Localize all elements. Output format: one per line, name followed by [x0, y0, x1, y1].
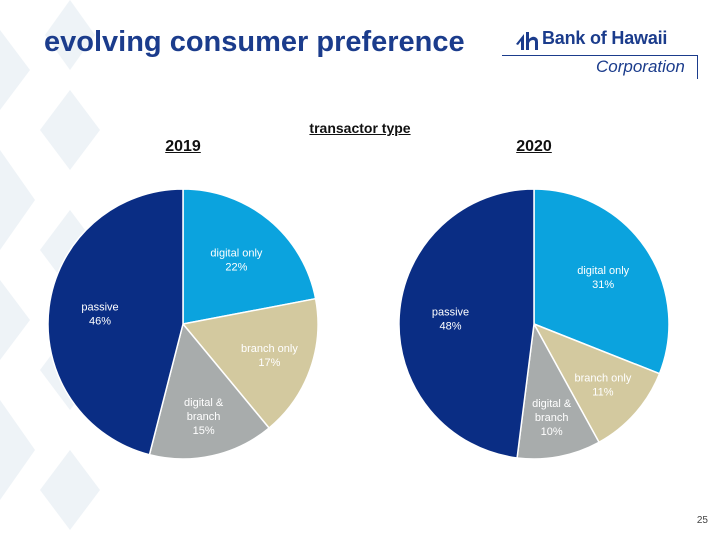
company-logo: Bank of Hawaii Corporation — [500, 26, 705, 86]
logo-mark-icon — [516, 32, 538, 50]
pie-slice-2019-branch-only — [181, 297, 319, 430]
pie-slice-2020-digital-only — [533, 188, 670, 375]
logo-rule — [502, 55, 698, 56]
pie-title-2020: 2020 — [516, 138, 552, 155]
chart-heading: transactor type — [309, 120, 411, 136]
slide-title: evolving consumer preference — [44, 26, 465, 58]
pie-slice-2019-digital-and-branch — [148, 322, 271, 460]
pie-label-2020-digital-only: digital only 31% — [577, 265, 629, 291]
pie-label-2019-passive: passive 46% — [81, 302, 118, 328]
pie-label-2020-branch-only: branch only 11% — [574, 373, 631, 399]
page-number: 25 — [696, 515, 708, 526]
pie-label-2019-digital-and-branch: digital & branch 15% — [184, 397, 224, 437]
pie-slice-2020-passive — [398, 188, 535, 459]
pie-slice-2019-digital-only — [182, 188, 317, 325]
pie-label-2019-branch-only: branch only 17% — [241, 343, 298, 369]
pie-label-2020-passive: passive 48% — [432, 307, 469, 333]
pie-slice-2019-passive — [47, 188, 184, 456]
pie-title-2019: 2019 — [165, 138, 201, 155]
logo-name: Bank of Hawaii — [542, 28, 668, 48]
logo-subtitle: Corporation — [596, 57, 685, 76]
pie-label-2019-digital-only: digital only 22% — [210, 248, 262, 274]
pie-slice-2020-digital-and-branch — [516, 321, 601, 460]
pie-slice-2020-branch-only — [532, 322, 661, 444]
logo-rule-vertical — [697, 55, 698, 79]
pie-label-2020-digital-and-branch: digital & branch 10% — [532, 398, 572, 438]
